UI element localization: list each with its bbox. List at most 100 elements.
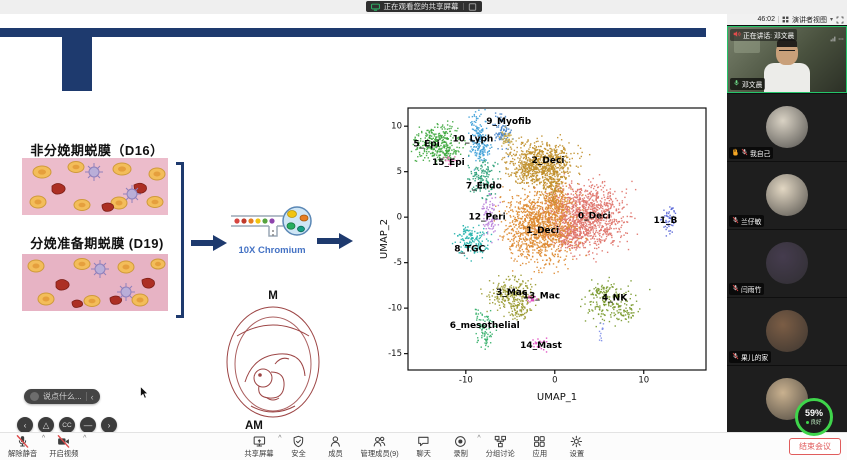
workflow-arrow-icon bbox=[191, 235, 227, 251]
toolbar-apps-button[interactable]: 应用 bbox=[528, 435, 552, 459]
gear-icon bbox=[570, 435, 583, 448]
avatar bbox=[766, 106, 808, 148]
shared-screen-area: 非分娩期蜕膜（D16） 分娩准备期蜕膜 (D19) bbox=[0, 14, 727, 432]
mic-off-icon bbox=[741, 148, 748, 158]
participant-name-chip: 果儿的家 bbox=[729, 351, 772, 363]
next-icon[interactable]: › bbox=[101, 417, 117, 432]
chromium-chip-icon bbox=[231, 206, 312, 237]
speaking-text: 正在讲话: 邓文晨 bbox=[743, 33, 795, 40]
sample-bracket bbox=[176, 162, 184, 318]
toolbar-mic-off-button[interactable]: 解除静音 ^ bbox=[8, 435, 45, 459]
more-icon[interactable] bbox=[838, 29, 844, 47]
toolbar-cam-off-button[interactable]: 开启视频 ^ bbox=[49, 435, 86, 459]
umap-chart bbox=[378, 102, 714, 404]
speaking-banner: 正在讲话: 邓文晨 bbox=[730, 29, 798, 41]
toolbar-label: 管理成员(9) bbox=[360, 449, 399, 458]
toolbar-chat-button[interactable]: 聊天 bbox=[412, 435, 436, 459]
caret-up-icon[interactable]: ^ bbox=[477, 435, 481, 442]
toolbar-label: 开启视频 bbox=[49, 449, 79, 458]
prev-icon[interactable]: ‹ bbox=[17, 417, 33, 432]
mic-off-icon bbox=[732, 352, 739, 362]
meeting-timer: 46:02 bbox=[757, 16, 775, 23]
end-meeting-button[interactable]: 结束会议 bbox=[789, 438, 841, 455]
mic-on-icon bbox=[733, 79, 740, 89]
participant-tile[interactable]: 闫雨竹 bbox=[727, 230, 847, 297]
slide-top-band bbox=[0, 28, 706, 37]
signal-icon bbox=[830, 29, 836, 47]
caption-input[interactable]: 说点什么... ‹ bbox=[24, 389, 100, 404]
layout-icon bbox=[782, 16, 789, 23]
annotation-toolbar: ‹ △ CC — › bbox=[17, 417, 117, 432]
caret-up-icon[interactable]: ^ bbox=[278, 435, 282, 442]
cam-off-icon bbox=[57, 435, 70, 448]
toolbar-shield-button[interactable]: 安全 bbox=[287, 435, 311, 459]
share-status-banner[interactable]: 正在观看您的共享屏幕 bbox=[365, 1, 482, 12]
mic-off-icon bbox=[732, 284, 739, 294]
mouse-cursor bbox=[140, 386, 149, 399]
titlebar: 正在观看您的共享屏幕 bbox=[0, 0, 847, 15]
toolbar-label: 录制 bbox=[453, 449, 468, 458]
caption-divider bbox=[85, 392, 87, 401]
minimize-icon[interactable]: — bbox=[80, 417, 96, 432]
participant-tile[interactable]: 果儿的家 bbox=[727, 298, 847, 365]
status-dot bbox=[806, 420, 810, 424]
toolbar-share-button[interactable]: 共享屏幕 ^ bbox=[244, 435, 281, 459]
participant-tile[interactable]: 我自己 bbox=[727, 94, 847, 161]
toolbar-record-button[interactable]: 录制 ^ bbox=[449, 435, 480, 459]
uterus-sketch bbox=[226, 306, 320, 418]
participant-name-chip: 兰仔敏 bbox=[729, 215, 765, 227]
chat-icon bbox=[417, 435, 430, 448]
participant-name: 我自己 bbox=[750, 151, 771, 158]
umap-canvas bbox=[378, 102, 714, 404]
participant-name: 果儿的家 bbox=[741, 355, 769, 362]
participants-sidebar: 46:02 演讲者视图 ▾ 正在讲话: 邓文晨 邓文晨我自己兰仔敏闫雨竹果儿的家 bbox=[727, 14, 847, 433]
mic-off-icon bbox=[732, 216, 739, 226]
participant-name: 兰仔敏 bbox=[741, 219, 762, 226]
people-icon bbox=[373, 435, 386, 448]
slide-accent-block bbox=[62, 37, 92, 91]
pointer-icon[interactable]: △ bbox=[38, 417, 54, 432]
toolbar-people-button[interactable]: 管理成员(9) bbox=[361, 435, 399, 459]
avatar bbox=[766, 242, 808, 284]
apps-icon bbox=[533, 435, 546, 448]
toolbar-gear-button[interactable]: 设置 bbox=[565, 435, 589, 459]
collapse-icon[interactable]: ‹ bbox=[90, 391, 94, 402]
participant-tile[interactable]: 正在讲话: 邓文晨 邓文晨 bbox=[727, 26, 847, 93]
captions-icon[interactable]: CC bbox=[59, 417, 75, 432]
label-nonlabor-decidua: 非分娩期蜕膜（D16） bbox=[30, 143, 164, 158]
share-status-text: 正在观看您的共享屏幕 bbox=[383, 2, 459, 11]
speaker-icon bbox=[733, 30, 741, 40]
pill-divider bbox=[462, 3, 464, 10]
uterus-diagram: M AM bbox=[223, 290, 323, 432]
participant-tile[interactable]: 兰仔敏 bbox=[727, 162, 847, 229]
toolbar-center: 共享屏幕 ^ 安全 成员 管理成员(9) 聊天 录制 ^ 分组讨论 应用 设置 bbox=[244, 435, 588, 459]
record-icon bbox=[454, 435, 467, 448]
mesometrial-label: M bbox=[268, 290, 278, 302]
toolbar-label: 应用 bbox=[532, 449, 548, 458]
chevron-down-icon[interactable]: ▾ bbox=[829, 17, 833, 23]
workflow-arrow-icon bbox=[317, 233, 353, 249]
fullscreen-icon[interactable] bbox=[836, 16, 844, 24]
toolbar-label: 分组讨论 bbox=[485, 449, 515, 458]
header-divider bbox=[777, 16, 779, 23]
assistant-icon bbox=[30, 392, 39, 401]
participant-name-chip: 闫雨竹 bbox=[729, 283, 765, 295]
shield-icon bbox=[292, 435, 305, 448]
caret-up-icon[interactable]: ^ bbox=[83, 435, 87, 442]
performance-badge[interactable]: 59% 良好 bbox=[795, 398, 833, 436]
participant-name: 邓文晨 bbox=[742, 82, 763, 89]
participant-name: 闫雨竹 bbox=[741, 287, 762, 294]
chromium-label: 10X Chromium bbox=[238, 245, 306, 256]
meeting-toolbar: 解除静音 ^ 开启视频 ^ 共享屏幕 ^ 安全 成员 管理成员(9) 聊天 录制 ^ 分组讨论 应用 设置… bbox=[0, 432, 847, 460]
toolbar-breakout-button[interactable]: 分组讨论 bbox=[486, 435, 515, 459]
breakout-icon bbox=[494, 435, 507, 448]
cast-icon bbox=[370, 3, 380, 11]
view-mode-toggle[interactable]: 演讲者视图 bbox=[791, 16, 827, 24]
tissue-image-d19 bbox=[22, 254, 168, 311]
toolbar-person-button[interactable]: 成员 bbox=[324, 435, 348, 459]
caret-up-icon[interactable]: ^ bbox=[41, 435, 46, 442]
share-icon bbox=[252, 435, 265, 448]
raised-hand-icon bbox=[732, 148, 739, 158]
pause-share-icon[interactable] bbox=[468, 2, 477, 11]
